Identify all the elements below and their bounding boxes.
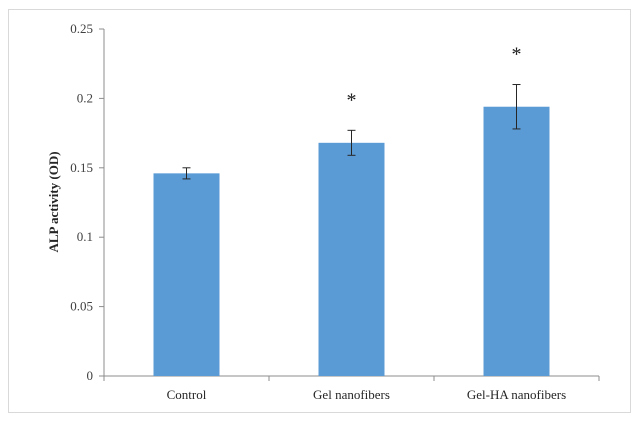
bar [153, 173, 220, 376]
bars [153, 106, 550, 376]
bar [483, 106, 550, 376]
significance-markers: ** [347, 44, 522, 112]
x-tick-label: Control [167, 387, 207, 402]
bar [318, 142, 385, 376]
y-tick-label: 0.2 [77, 90, 93, 105]
y-tick-label: 0.25 [70, 21, 93, 36]
x-tick-labels: Control Gel nanofibers Gel-HA nanofibers [103, 376, 600, 402]
x-tick-label: Gel nanofibers [313, 387, 390, 402]
x-tick-label: Gel-HA nanofibers [467, 387, 566, 402]
y-tick-labels: 0 0.05 0.1 0.15 0.2 0.25 [70, 21, 104, 383]
y-axis-label: ALP activity (OD) [46, 151, 61, 252]
significance-star: * [512, 44, 522, 66]
y-tick-label: 0.1 [77, 229, 93, 244]
error-bars [182, 84, 521, 180]
y-tick-label: 0 [87, 368, 94, 383]
significance-star: * [347, 89, 357, 111]
y-tick-label: 0.15 [70, 160, 93, 175]
y-tick-label: 0.05 [70, 299, 93, 314]
